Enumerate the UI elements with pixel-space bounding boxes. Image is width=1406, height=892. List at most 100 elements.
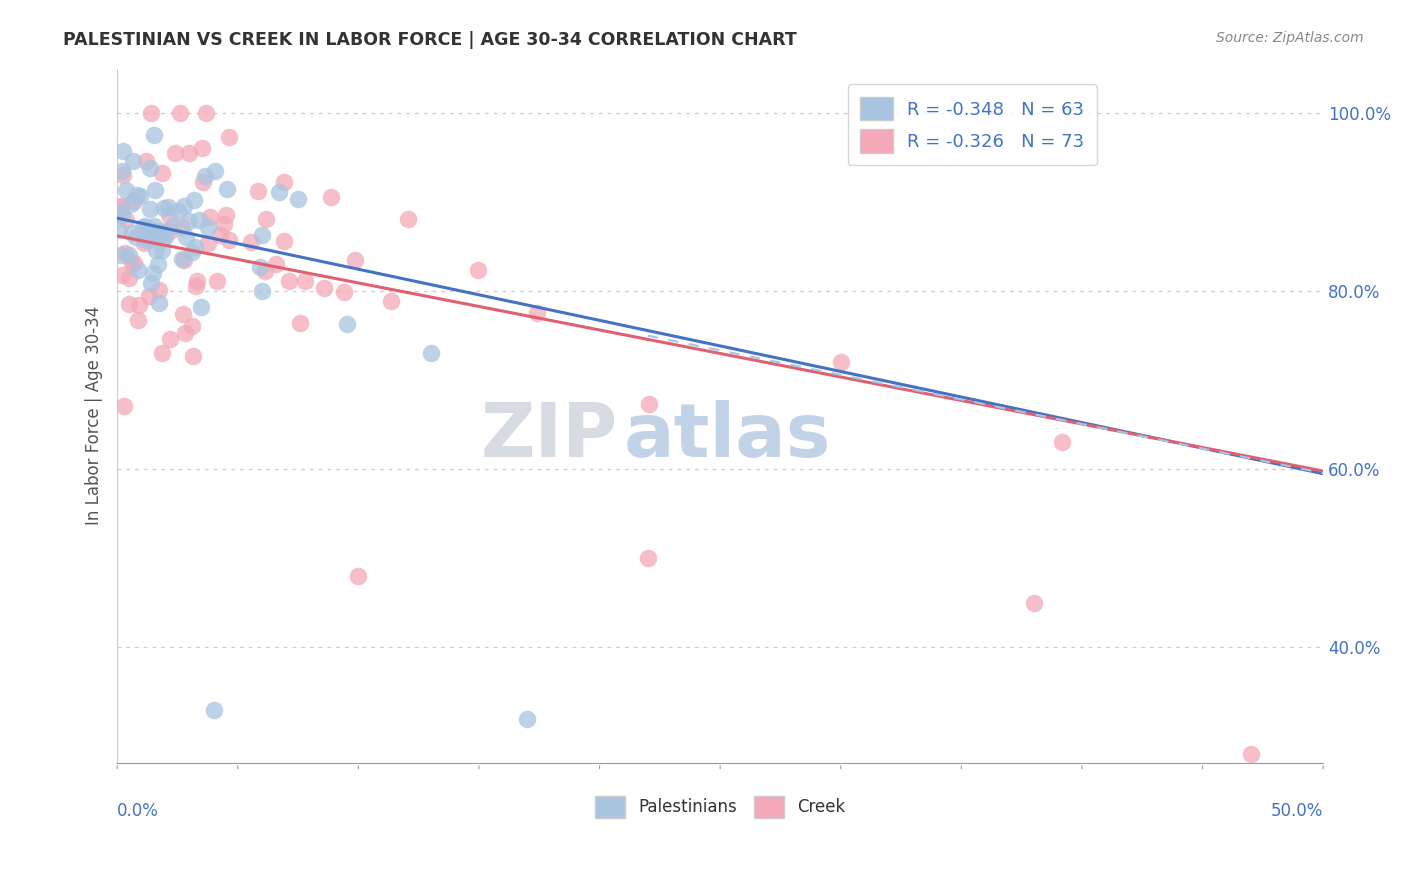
Point xyxy=(159,223,181,237)
Point xyxy=(110,199,132,213)
Point xyxy=(159,332,181,346)
Point xyxy=(197,220,219,235)
Point xyxy=(157,208,180,222)
Point xyxy=(173,199,195,213)
Point xyxy=(190,300,212,314)
Point xyxy=(194,169,217,183)
Point xyxy=(120,197,142,211)
Point xyxy=(254,212,277,227)
Point xyxy=(122,194,145,209)
Point xyxy=(380,294,402,309)
Point xyxy=(191,141,214,155)
Point xyxy=(174,229,197,244)
Point xyxy=(143,128,166,143)
Text: 0.0%: 0.0% xyxy=(117,802,159,820)
Point xyxy=(419,346,441,360)
Point xyxy=(153,229,176,244)
Point xyxy=(250,228,273,243)
Point xyxy=(240,235,263,249)
Text: 50.0%: 50.0% xyxy=(1271,802,1323,820)
Point xyxy=(138,161,160,175)
Point xyxy=(1022,596,1045,610)
Point xyxy=(207,274,229,288)
Point xyxy=(111,168,134,182)
Point xyxy=(121,226,143,240)
Point xyxy=(218,233,240,247)
Point xyxy=(139,276,162,290)
Point xyxy=(1052,435,1074,450)
Point xyxy=(249,260,271,275)
Point xyxy=(112,144,135,158)
Point xyxy=(396,211,419,226)
Point xyxy=(107,223,129,237)
Point xyxy=(250,284,273,298)
Point xyxy=(830,355,852,369)
Point xyxy=(184,279,207,293)
Point xyxy=(169,106,191,120)
Point xyxy=(319,189,342,203)
Point xyxy=(141,224,163,238)
Point xyxy=(114,184,136,198)
Point xyxy=(129,189,152,203)
Point xyxy=(215,182,238,196)
Point xyxy=(118,248,141,262)
Point xyxy=(202,703,225,717)
Y-axis label: In Labor Force | Age 30-34: In Labor Force | Age 30-34 xyxy=(86,306,103,525)
Point xyxy=(105,205,128,219)
Point xyxy=(183,193,205,207)
Point xyxy=(273,175,295,189)
Point xyxy=(166,204,188,219)
Point xyxy=(138,232,160,246)
Point xyxy=(312,281,335,295)
Point xyxy=(118,270,141,285)
Point xyxy=(637,397,659,411)
Legend: Palestinians, Creek: Palestinians, Creek xyxy=(588,789,852,824)
Text: atlas: atlas xyxy=(624,401,831,473)
Point xyxy=(273,234,295,248)
Point xyxy=(142,219,165,234)
Point xyxy=(173,253,195,268)
Point xyxy=(125,188,148,202)
Point xyxy=(347,569,370,583)
Point xyxy=(187,213,209,227)
Point xyxy=(198,210,221,224)
Point xyxy=(110,200,132,214)
Point xyxy=(145,243,167,257)
Point xyxy=(134,229,156,244)
Point xyxy=(150,346,173,360)
Point xyxy=(127,313,149,327)
Text: ZIP: ZIP xyxy=(481,401,617,473)
Point xyxy=(186,274,208,288)
Point xyxy=(637,551,659,566)
Point xyxy=(128,298,150,312)
Point xyxy=(148,283,170,297)
Point xyxy=(111,268,134,282)
Point xyxy=(121,256,143,270)
Point xyxy=(112,400,135,414)
Point xyxy=(212,218,235,232)
Point xyxy=(110,247,132,261)
Point xyxy=(294,274,316,288)
Point xyxy=(172,307,194,321)
Point xyxy=(180,319,202,334)
Point xyxy=(215,208,238,222)
Point xyxy=(253,264,276,278)
Point xyxy=(122,154,145,169)
Point xyxy=(143,183,166,197)
Point xyxy=(173,326,195,340)
Text: PALESTINIAN VS CREEK IN LABOR FORCE | AGE 30-34 CORRELATION CHART: PALESTINIAN VS CREEK IN LABOR FORCE | AG… xyxy=(63,31,797,49)
Point xyxy=(139,202,162,217)
Point xyxy=(125,230,148,244)
Point xyxy=(111,164,134,178)
Point xyxy=(209,227,232,242)
Point xyxy=(111,208,134,222)
Point xyxy=(336,318,359,332)
Point xyxy=(132,219,155,234)
Point xyxy=(150,228,173,243)
Point xyxy=(114,212,136,227)
Point xyxy=(153,201,176,215)
Point xyxy=(118,296,141,310)
Point xyxy=(267,186,290,200)
Point xyxy=(467,263,489,277)
Point xyxy=(165,146,187,161)
